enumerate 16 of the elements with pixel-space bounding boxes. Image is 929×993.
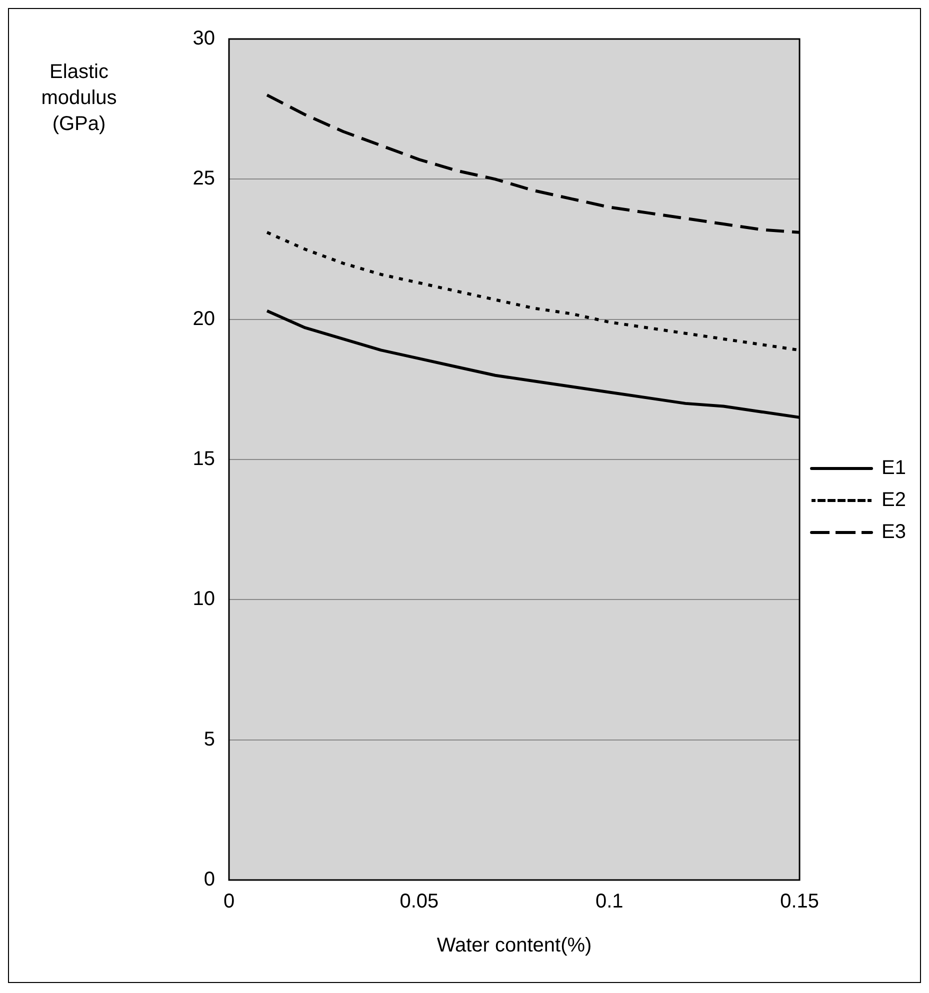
y-tick-label: 25	[192, 168, 215, 190]
y-tick-label: 15	[192, 448, 215, 470]
x-axis-title: Water content(%)	[436, 934, 592, 957]
y-tick-label: 10	[192, 588, 215, 610]
x-tick-label: 0.1	[595, 890, 624, 913]
x-tick-label: 0	[223, 890, 235, 913]
y-tick-label: 5	[204, 728, 215, 750]
y-tick-label: 0	[204, 868, 215, 891]
x-tick-label: 0.15	[780, 890, 820, 913]
legend-label: E3	[882, 521, 906, 544]
y-axis-title: Elastic modulus (GPa)	[40, 60, 118, 137]
legend-label: E1	[882, 457, 906, 480]
legend-label: E2	[882, 489, 906, 512]
x-tick-label: 0.05	[400, 890, 439, 913]
y-tick-label: 30	[192, 28, 215, 50]
y-tick-label: 20	[192, 308, 215, 330]
